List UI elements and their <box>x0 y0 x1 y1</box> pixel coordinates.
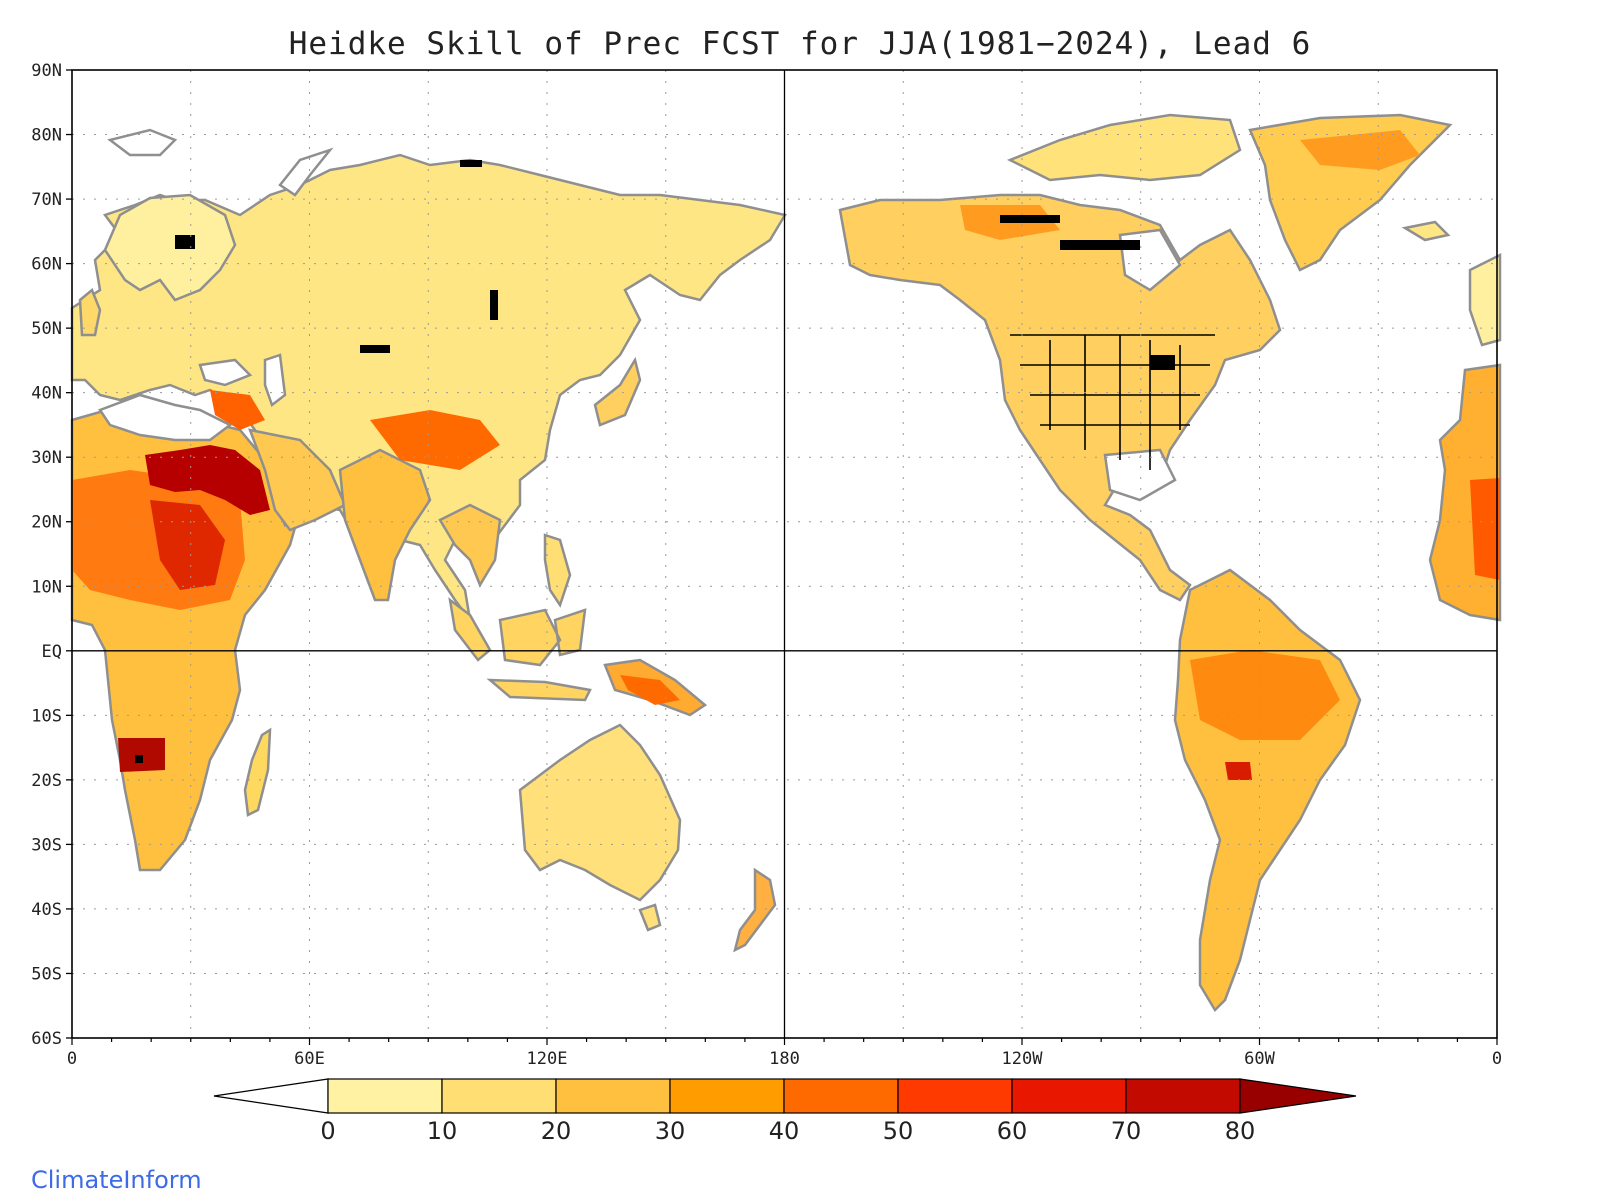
new-zealand <box>733 867 777 953</box>
lat-label: 80N <box>31 126 62 146</box>
colorbar-box <box>1125 1078 1241 1114</box>
colorbar-box <box>1011 1078 1127 1114</box>
graticule <box>72 70 1497 1038</box>
colorbar-over-arrow <box>1239 1078 1357 1114</box>
lat-label: 90N <box>31 61 62 81</box>
wafrica-patch <box>1470 478 1500 580</box>
sudan-patch <box>150 500 225 590</box>
gulf-of-mexico <box>1103 448 1177 502</box>
japan <box>593 356 642 427</box>
colorbar-label: 60 <box>997 1117 1028 1145</box>
australia <box>518 723 682 902</box>
lon-label: 0 <box>1492 1049 1502 1069</box>
lat-label: EQ <box>42 642 62 662</box>
lon-label: 60E <box>294 1049 325 1069</box>
high-skill-patches <box>72 130 1500 780</box>
tibet-patch <box>370 410 500 470</box>
colorbar-box <box>441 1078 557 1114</box>
colorbar-box <box>669 1078 785 1114</box>
colorbar-label: 20 <box>541 1117 572 1145</box>
colorbar-label: 70 <box>1111 1117 1142 1145</box>
lon-label: 180 <box>769 1049 800 1069</box>
greenland-patch <box>1300 130 1420 170</box>
png-patch <box>620 675 680 705</box>
colorbar-label: 80 <box>1225 1117 1256 1145</box>
madagascar <box>243 727 272 817</box>
colorbar-box <box>897 1078 1013 1114</box>
arabia <box>248 428 347 532</box>
lat-label: 60N <box>31 255 62 275</box>
colorbar-label: 0 <box>320 1117 335 1145</box>
maritime-continent <box>448 597 592 702</box>
colorbar-label: 30 <box>655 1117 686 1145</box>
lat-label: 50N <box>31 319 62 339</box>
map-title: Heidke Skill of Prec FCST for JJA(1981−2… <box>288 26 1312 62</box>
tasmania <box>638 903 662 932</box>
lat-label: 20N <box>31 513 62 533</box>
iceland <box>1401 220 1451 242</box>
uk <box>78 287 102 337</box>
amazon-patch <box>1190 650 1340 740</box>
colorbar-under-arrow <box>213 1078 329 1114</box>
svalbard <box>107 128 178 157</box>
lat-label: 70N <box>31 190 62 210</box>
lat-label: 20S <box>31 771 62 791</box>
scandinavia <box>103 193 237 302</box>
colorbar-label: 50 <box>883 1117 914 1145</box>
bolivia-patch <box>1225 762 1252 780</box>
colorbar-box <box>555 1078 671 1114</box>
lat-label: 10S <box>31 706 62 726</box>
europe-wrap <box>1468 252 1502 347</box>
lat-label: 40S <box>31 900 62 920</box>
india <box>338 448 432 602</box>
lat-label: 30N <box>31 448 62 468</box>
canadian-arctic <box>1006 113 1242 182</box>
lat-label: 50S <box>31 964 62 984</box>
lon-label: 0 <box>67 1049 77 1069</box>
map-axes: 90N 80N 70N 60N 50N 40N 30N 20N 10N EQ 10S 20S 30S 40… <box>31 61 1502 1069</box>
brand-label: ClimateInform <box>31 1166 202 1194</box>
north-america <box>838 193 1282 602</box>
colorbar-box <box>327 1078 443 1114</box>
mideast-patch <box>210 390 265 430</box>
lon-label: 60W <box>1244 1049 1275 1069</box>
egypt-patch <box>145 445 270 515</box>
colorbar: 0 10 20 30 40 50 60 70 80 <box>213 1078 1357 1145</box>
lon-label: 120W <box>1002 1049 1044 1069</box>
lon-label: 120E <box>527 1049 568 1069</box>
novaya-zemlya <box>278 147 334 197</box>
colorbar-label: 10 <box>427 1117 458 1145</box>
black-sea <box>198 358 253 387</box>
southeast-asia <box>438 503 502 588</box>
lat-label: 30S <box>31 835 62 855</box>
lat-label: 10N <box>31 577 62 597</box>
philippines <box>543 533 572 608</box>
lat-label: 60S <box>31 1029 62 1049</box>
colorbar-box <box>783 1078 899 1114</box>
colorbar-label: 40 <box>769 1117 800 1145</box>
lat-label: 40N <box>31 384 62 404</box>
mediterranean <box>98 393 233 442</box>
lakes <box>135 160 1175 763</box>
